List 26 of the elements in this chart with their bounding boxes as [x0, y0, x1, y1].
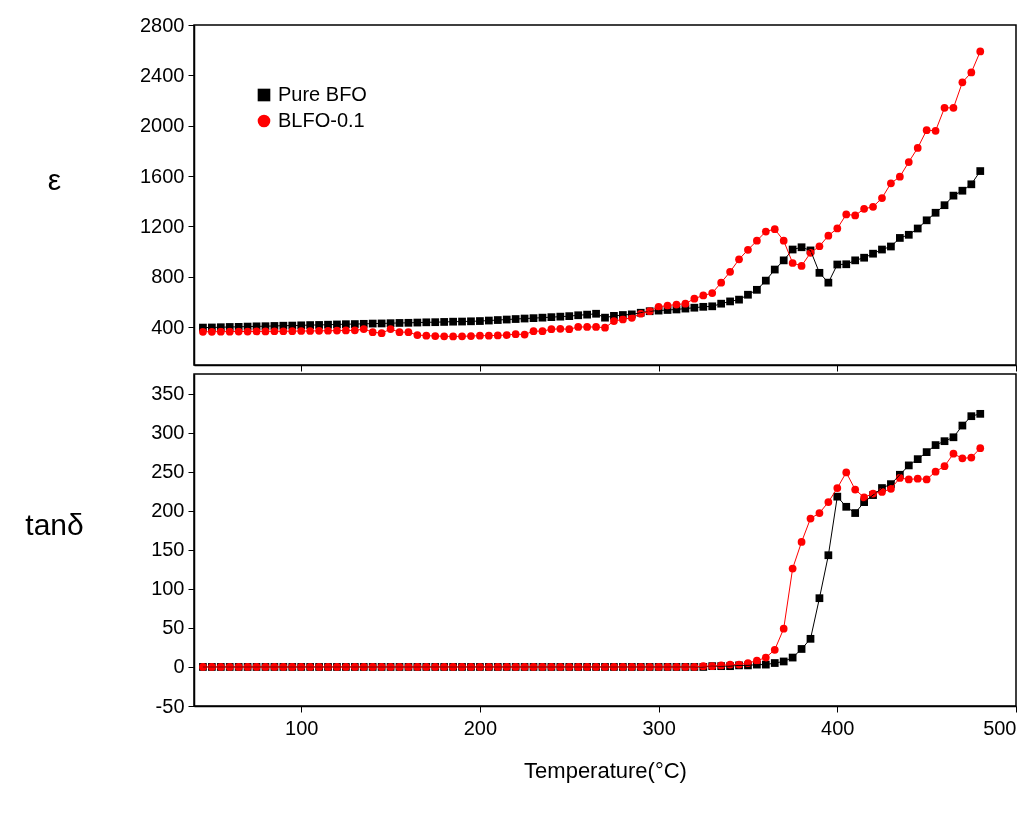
y-tick-label: 100 [151, 577, 185, 600]
y-tick-label: 0 [173, 655, 185, 678]
y-axis-title: ε [47, 162, 62, 196]
y-tick-label: 150 [151, 538, 185, 561]
y-tick-label: 1600 [140, 164, 185, 187]
x-tick-label: 400 [821, 716, 855, 739]
y-tick-label: 2400 [140, 63, 185, 86]
x-tick-label: 500 [983, 716, 1017, 739]
y-tick-label: 200 [151, 499, 185, 522]
y-tick-label: 800 [151, 265, 185, 288]
y-tick-label: -50 [155, 694, 185, 717]
y-tick-label: 1200 [140, 214, 185, 237]
y-tick-label: 250 [151, 460, 185, 483]
x-axis-title: Temperature(°C) [524, 757, 687, 783]
x-tick-label: 200 [463, 716, 498, 739]
legend-label: BLFO-0.1 [278, 109, 365, 131]
y-tick-label: 2800 [140, 13, 185, 36]
x-tick-label: 300 [642, 716, 676, 739]
legend-label: Pure BFO [278, 83, 367, 105]
y-tick-label: 50 [162, 616, 185, 639]
y-tick-label: 2000 [140, 114, 185, 137]
y-tick-label: 400 [151, 315, 185, 338]
y-axis-title: tanδ [25, 507, 84, 541]
x-tick-label: 100 [285, 716, 319, 739]
y-tick-label: 300 [151, 421, 185, 444]
y-tick-label: 350 [151, 382, 185, 405]
